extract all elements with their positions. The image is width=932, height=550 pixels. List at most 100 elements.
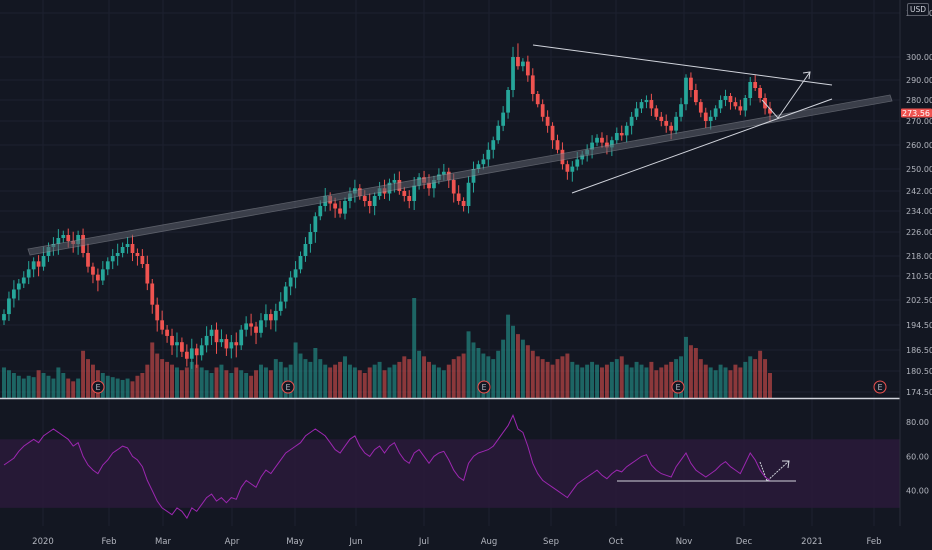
candle-body[interactable] (693, 90, 698, 103)
candle-body[interactable] (259, 320, 263, 333)
candle-body[interactable] (130, 244, 135, 253)
candle-body[interactable] (733, 102, 738, 107)
candle-body[interactable] (580, 154, 585, 160)
candle-body[interactable] (96, 274, 100, 281)
candle-body[interactable] (466, 182, 471, 206)
candle-body[interactable] (115, 253, 120, 256)
candle-body[interactable] (165, 329, 169, 336)
candle-body[interactable] (278, 301, 283, 311)
candle-body[interactable] (738, 106, 743, 111)
candle-body[interactable] (105, 261, 110, 270)
candle-body[interactable] (654, 108, 659, 117)
candle-body[interactable] (456, 193, 461, 202)
candle-body[interactable] (461, 201, 466, 206)
candle-body[interactable] (125, 244, 130, 247)
candle-body[interactable] (619, 133, 624, 136)
candle-body[interactable] (674, 116, 678, 131)
candle-body[interactable] (288, 277, 293, 287)
candle-body[interactable] (338, 208, 342, 214)
candle-body[interactable] (407, 196, 412, 201)
candle-body[interactable] (204, 335, 209, 346)
candle-body[interactable] (120, 247, 125, 253)
earnings-marker[interactable] (91, 380, 105, 394)
triangle-lower-line[interactable] (571, 98, 833, 194)
candle-body[interactable] (496, 125, 501, 141)
breakout-arrow[interactable] (761, 71, 811, 119)
candle-body[interactable] (506, 90, 510, 113)
candle-body[interactable] (31, 261, 36, 270)
candle-body[interactable] (155, 304, 160, 321)
candle-body[interactable] (486, 149, 491, 160)
candle-body[interactable] (600, 137, 604, 143)
candle-body[interactable] (343, 201, 347, 214)
candle-body[interactable] (318, 206, 323, 217)
candle-body[interactable] (575, 159, 580, 167)
candle-body[interactable] (595, 137, 599, 143)
rsi-arrow[interactable] (759, 460, 790, 482)
candle-body[interactable] (521, 61, 525, 67)
earnings-marker[interactable] (873, 380, 887, 394)
candle-body[interactable] (718, 100, 723, 109)
candle-body[interactable] (550, 125, 555, 141)
candle-body[interactable] (254, 326, 258, 333)
candle-body[interactable] (61, 235, 66, 238)
candle-body[interactable] (145, 264, 150, 284)
candle-body[interactable] (703, 112, 708, 121)
candle-body[interactable] (333, 203, 337, 209)
candle-body[interactable] (679, 104, 683, 117)
time-axis[interactable]: 2020 Feb Mar Apr May Jun Jul Aug Sep Oct Nov Dec 202… (32, 537, 881, 547)
candle-body[interactable] (427, 182, 431, 189)
candle-body[interactable] (224, 339, 229, 349)
candle-body[interactable] (110, 256, 115, 262)
candle-body[interactable] (214, 329, 219, 343)
candle-body[interactable] (639, 102, 644, 109)
candle-body[interactable] (268, 314, 273, 321)
candle-body[interactable] (189, 348, 194, 359)
earnings-marker[interactable] (281, 380, 295, 394)
candle-body[interactable] (184, 351, 189, 359)
candle-body[interactable] (194, 348, 199, 356)
candle-body[interactable] (570, 166, 575, 172)
candle-body[interactable] (649, 100, 654, 109)
candle-body[interactable] (170, 335, 174, 346)
candle-body[interactable] (244, 323, 249, 330)
candle-body[interactable] (273, 310, 278, 321)
candle-body[interactable] (516, 57, 520, 67)
candle-body[interactable] (283, 286, 288, 302)
candle-body[interactable] (723, 96, 728, 100)
candle-body[interactable] (634, 108, 639, 117)
triangle-upper-line[interactable] (532, 44, 833, 86)
candle-body[interactable] (160, 320, 165, 330)
candle-body[interactable] (624, 125, 629, 136)
candle-body[interactable] (372, 196, 377, 206)
candle-body[interactable] (234, 342, 239, 346)
candle-body[interactable] (728, 96, 733, 103)
currency-badge[interactable]: USD (906, 3, 929, 16)
candle-body[interactable] (16, 283, 21, 290)
candle-body[interactable] (56, 238, 61, 244)
candle-body[interactable] (100, 269, 105, 281)
candle-body[interactable] (684, 77, 688, 105)
earnings-marker[interactable] (477, 380, 491, 394)
candle-body[interactable] (441, 171, 446, 175)
candle-body[interactable] (41, 256, 46, 267)
candle-body[interactable] (614, 133, 619, 141)
candle-body[interactable] (451, 180, 456, 194)
candle-body[interactable] (26, 269, 31, 278)
candle-body[interactable] (629, 116, 634, 126)
candle-body[interactable] (609, 140, 614, 148)
candle-body[interactable] (229, 342, 234, 349)
candle-body[interactable] (140, 256, 145, 264)
candle-body[interactable] (644, 100, 649, 103)
candle-body[interactable] (12, 289, 16, 299)
candle-body[interactable] (669, 125, 674, 131)
candle-body[interactable] (293, 269, 298, 278)
candle-body[interactable] (535, 94, 540, 105)
candle-body[interactable] (180, 342, 184, 352)
candle-body[interactable] (476, 164, 481, 169)
candle-body[interactable] (249, 323, 253, 327)
candle-body[interactable] (432, 180, 436, 189)
candle-body[interactable] (209, 329, 214, 336)
